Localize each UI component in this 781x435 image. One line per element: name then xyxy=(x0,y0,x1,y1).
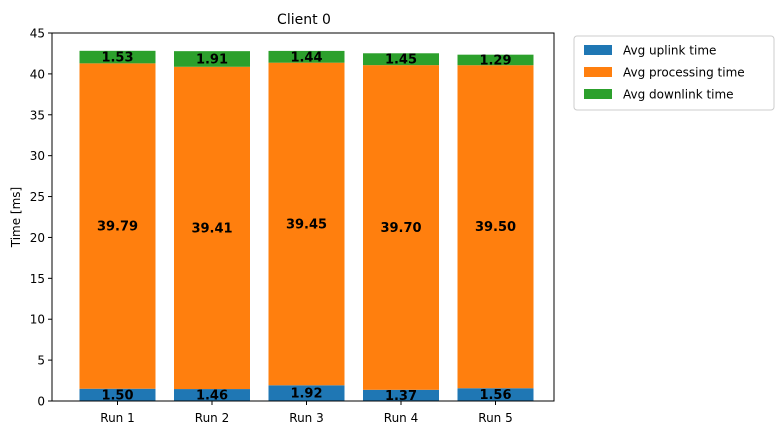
data-label: 1.91 xyxy=(196,52,228,67)
data-label: 1.29 xyxy=(479,53,511,68)
legend-entry: Avg processing time xyxy=(623,66,745,80)
x-tick-label: Run 1 xyxy=(100,411,134,425)
bar-segment xyxy=(79,388,156,401)
bar-segment xyxy=(174,66,250,390)
legend-swatch xyxy=(584,67,612,77)
data-label: 39.41 xyxy=(191,221,232,236)
bar-segment xyxy=(268,385,345,401)
bar-segment xyxy=(363,53,439,66)
x-tick-label: Run 4 xyxy=(384,411,418,425)
y-tick-label: 35 xyxy=(30,108,45,122)
data-label: 1.46 xyxy=(196,389,228,404)
data-label: 39.45 xyxy=(286,217,327,232)
x-tick-label: Run 3 xyxy=(289,411,323,425)
data-label: 1.56 xyxy=(479,388,511,403)
data-label: 1.45 xyxy=(385,53,417,68)
data-label: 39.70 xyxy=(380,221,421,236)
bar-segment xyxy=(457,388,534,401)
y-tick-label: 0 xyxy=(37,395,45,409)
bar-segment xyxy=(268,50,345,63)
y-axis-label: Time [ms] xyxy=(9,187,23,249)
legend-frame xyxy=(573,35,775,111)
legend-swatch xyxy=(584,45,612,55)
y-tick-label: 15 xyxy=(30,272,45,286)
data-label: 1.37 xyxy=(385,389,417,404)
legend-entry: Avg uplink time xyxy=(623,44,716,58)
data-label: 39.79 xyxy=(97,220,138,235)
plot-frame xyxy=(51,32,555,402)
data-label: 39.50 xyxy=(475,220,516,235)
y-tick-label: 30 xyxy=(30,149,45,163)
bar-segment xyxy=(457,54,534,66)
data-label: 1.53 xyxy=(101,51,133,66)
y-tick-label: 10 xyxy=(30,313,45,327)
data-label: 1.92 xyxy=(290,387,322,402)
bar-segment xyxy=(268,62,345,386)
bar-segment xyxy=(457,65,534,389)
y-tick-label: 20 xyxy=(30,231,45,245)
bar-segment xyxy=(363,389,439,401)
chart-title: Client 0 xyxy=(277,12,331,28)
data-label: 1.50 xyxy=(101,388,133,403)
bar-segment xyxy=(174,389,250,401)
data-label: 1.44 xyxy=(290,50,322,65)
bar-segment xyxy=(79,63,156,389)
bar-segment xyxy=(174,51,250,67)
y-tick-label: 25 xyxy=(30,190,45,204)
legend-entry: Avg downlink time xyxy=(623,88,734,102)
y-tick-label: 5 xyxy=(37,354,45,368)
legend-swatch xyxy=(584,89,612,99)
legend: Avg uplink time Avg processing time Avg do… xyxy=(573,35,775,111)
bar-segment xyxy=(79,50,156,64)
x-tick-label: Run 5 xyxy=(478,411,512,425)
bar-segment xyxy=(363,65,439,390)
y-tick-label: 40 xyxy=(30,67,45,81)
x-tick-label: Run 2 xyxy=(195,411,229,425)
y-tick-label: 45 xyxy=(30,27,45,41)
